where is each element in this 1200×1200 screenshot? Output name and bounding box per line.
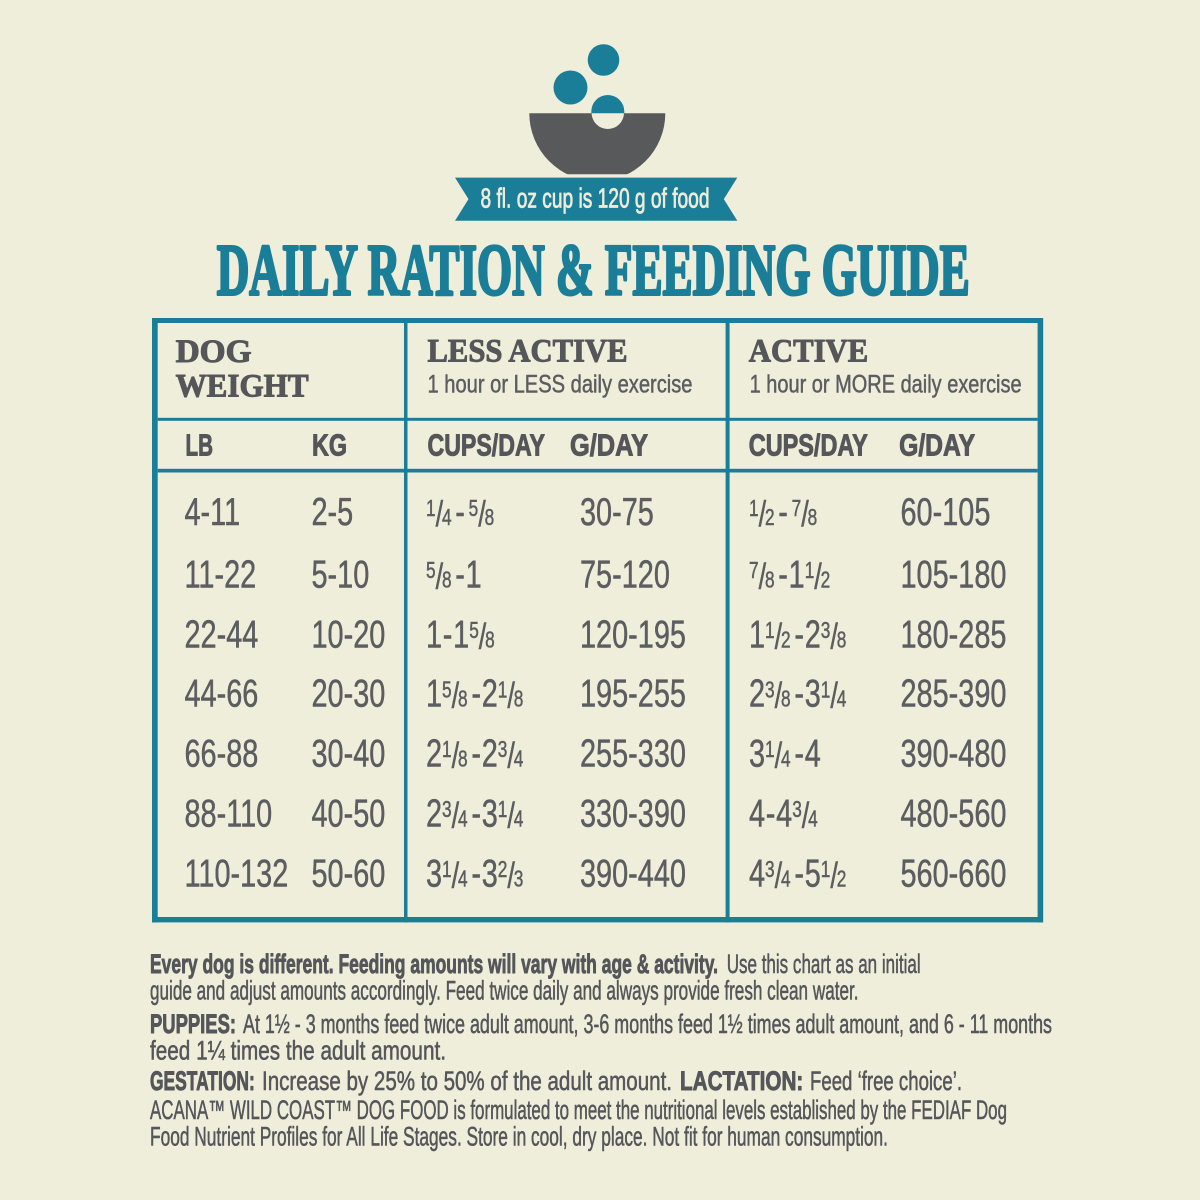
svg-text:1 hour or LESS daily exercise: 1 hour or LESS daily exercise [428,371,693,399]
svg-text:Increase by 25% to 50% of the: Increase by 25% to 50% of the adult amou… [262,1066,672,1096]
svg-text:5-10: 5-10 [312,554,370,597]
svg-text:4-11: 4-11 [185,491,241,534]
svg-text:255-330: 255-330 [580,733,686,776]
svg-text:guide and adjust amounts accor: guide and adjust amounts accordingly. Fe… [150,976,859,1006]
svg-text:50-60: 50-60 [312,852,386,895]
svg-text:DOG: DOG [176,334,252,370]
svg-text:23/4​-​31/4​: 23/4​-​31/4​ [426,792,523,835]
svg-text:30-75: 30-75 [580,491,654,534]
svg-text:Use this chart as an initial: Use this chart as an initial [727,949,921,979]
svg-text:5/8​-​1: 5/8​-​1 [426,554,482,597]
svg-text:110-132: 110-132 [185,852,289,895]
svg-text:23/8​-​31/4​: 23/8​-​31/4​ [749,673,846,716]
svg-text:480-560: 480-560 [901,792,1007,835]
svg-text:KG: KG [312,427,347,462]
svg-text:66-88: 66-88 [185,733,259,776]
svg-text:1-​15/8​: 1-​15/8​ [426,613,495,656]
svg-text:G/DAY: G/DAY [570,427,648,462]
svg-text:15/8​-​21/8​: 15/8​-​21/8​ [426,673,523,716]
svg-text:11-22: 11-22 [185,554,257,597]
svg-text:PUPPIES:: PUPPIES: [150,1009,236,1039]
svg-text:390-480: 390-480 [901,733,1007,776]
svg-text:22-44: 22-44 [185,613,259,656]
svg-text:21/8​-​23/4​: 21/8​-​23/4​ [426,733,523,776]
svg-text:390-440: 390-440 [580,852,686,895]
svg-text:Food Nutrient Profiles for All: Food Nutrient Profiles for All Life Stag… [150,1122,888,1152]
svg-text:WEIGHT: WEIGHT [176,369,309,405]
svg-text:88-110: 88-110 [185,792,273,835]
svg-text:ACANA™ WILD COAST™ DOG FOOD is: ACANA™ WILD COAST™ DOG FOOD is formulate… [150,1095,1007,1125]
svg-text:1/4​-​5/8​: 1/4​-​5/8​ [426,491,494,534]
svg-text:ACTIVE: ACTIVE [749,334,868,370]
svg-text:1/2​-​7/8​: 1/2​-​7/8​ [749,491,817,534]
svg-text:31/4​-​4: 31/4​-​4 [749,733,821,776]
svg-text:2-5: 2-5 [312,491,354,534]
svg-text:CUPS/DAY: CUPS/DAY [749,427,868,462]
svg-text:Feed ‘free choice’.: Feed ‘free choice’. [810,1066,962,1096]
svg-text:GESTATION:: GESTATION: [150,1066,255,1096]
svg-text:120-195: 120-195 [580,613,686,656]
svg-text:LESS ACTIVE: LESS ACTIVE [428,334,628,370]
svg-text:330-390: 330-390 [580,792,686,835]
svg-text:560-660: 560-660 [901,852,1007,895]
svg-text:180-285: 180-285 [901,613,1007,656]
svg-text:feed 1¼ times the adult amount: feed 1¼ times the adult amount. [150,1036,446,1066]
svg-text:4-​43/4​: 4-​43/4​ [749,792,818,835]
svg-text:43/4​-​51/2​: 43/4​-​51/2​ [749,852,846,895]
svg-text:195-255: 195-255 [580,673,686,716]
svg-text:G/DAY: G/DAY [899,427,975,462]
svg-text:At 1½ - 3 months feed twice ad: At 1½ - 3 months feed twice adult amount… [243,1009,1052,1039]
svg-text:8 fl. oz cup is 120 g of food: 8 fl. oz cup is 120 g of food [481,181,710,213]
svg-text:75-120: 75-120 [580,554,670,597]
svg-text:11/2​-​23/8​: 11/2​-​23/8​ [749,613,846,656]
svg-text:Every dog is different. Feedin: Every dog is different. Feeding amounts … [150,949,718,979]
svg-text:40-50: 40-50 [312,792,386,835]
svg-text:LACTATION:: LACTATION: [680,1066,803,1096]
svg-text:1 hour or MORE daily exercise: 1 hour or MORE daily exercise [750,371,1022,399]
svg-text:CUPS/DAY: CUPS/DAY [428,427,546,462]
svg-text:DAILY RATION & FEEDING GUIDE: DAILY RATION & FEEDING GUIDE [217,230,970,311]
svg-text:10-20: 10-20 [312,613,386,656]
svg-text:7/8​-​11/2​: 7/8​-​11/2​ [749,554,830,597]
svg-text:30-40: 30-40 [312,733,386,776]
svg-text:44-66: 44-66 [185,673,259,716]
svg-text:285-390: 285-390 [901,673,1007,716]
svg-text:LB: LB [186,427,214,462]
svg-text:31/4​-​32/3​: 31/4​-​32/3​ [426,852,523,895]
svg-text:20-30: 20-30 [312,673,386,716]
svg-text:60-105: 60-105 [901,491,991,534]
svg-text:105-180: 105-180 [901,554,1007,597]
